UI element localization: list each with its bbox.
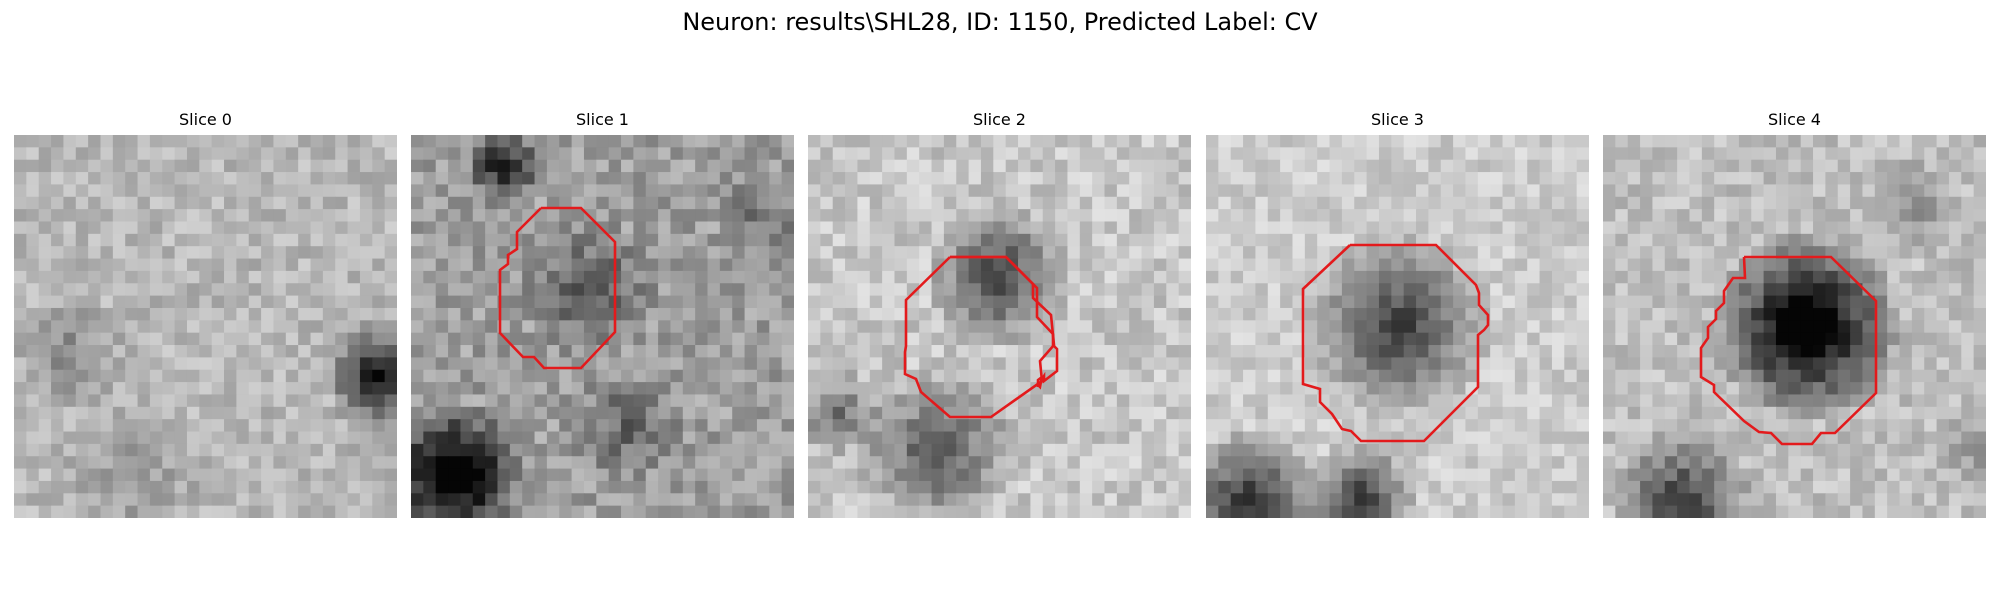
slice-title-0: Slice 0: [179, 110, 232, 129]
roi-outline: [498, 206, 617, 370]
pixel-grid: [1206, 135, 1589, 518]
figure-title: Neuron: results\SHL28, ID: 1150, Predict…: [682, 8, 1318, 36]
slice-title-2: Slice 2: [973, 110, 1026, 129]
roi-outline: [1301, 243, 1490, 443]
slice-title-1: Slice 1: [576, 110, 629, 129]
pixel-grid: [808, 135, 1191, 518]
slice-image-3: [1206, 135, 1589, 518]
slice-title-4: Slice 4: [1768, 110, 1821, 129]
slice-title-3: Slice 3: [1371, 110, 1424, 129]
slice-image-1: [411, 135, 794, 518]
pixel-grid: [14, 135, 397, 518]
slice-image-4: [1603, 135, 1986, 518]
roi-outline: [1699, 255, 1878, 446]
pixel-grid: [411, 135, 794, 518]
slice-image-0: [14, 135, 397, 518]
slice-image-2: [808, 135, 1191, 518]
roi-outline-main: [903, 255, 1056, 419]
pixel-grid: [1603, 135, 1986, 518]
